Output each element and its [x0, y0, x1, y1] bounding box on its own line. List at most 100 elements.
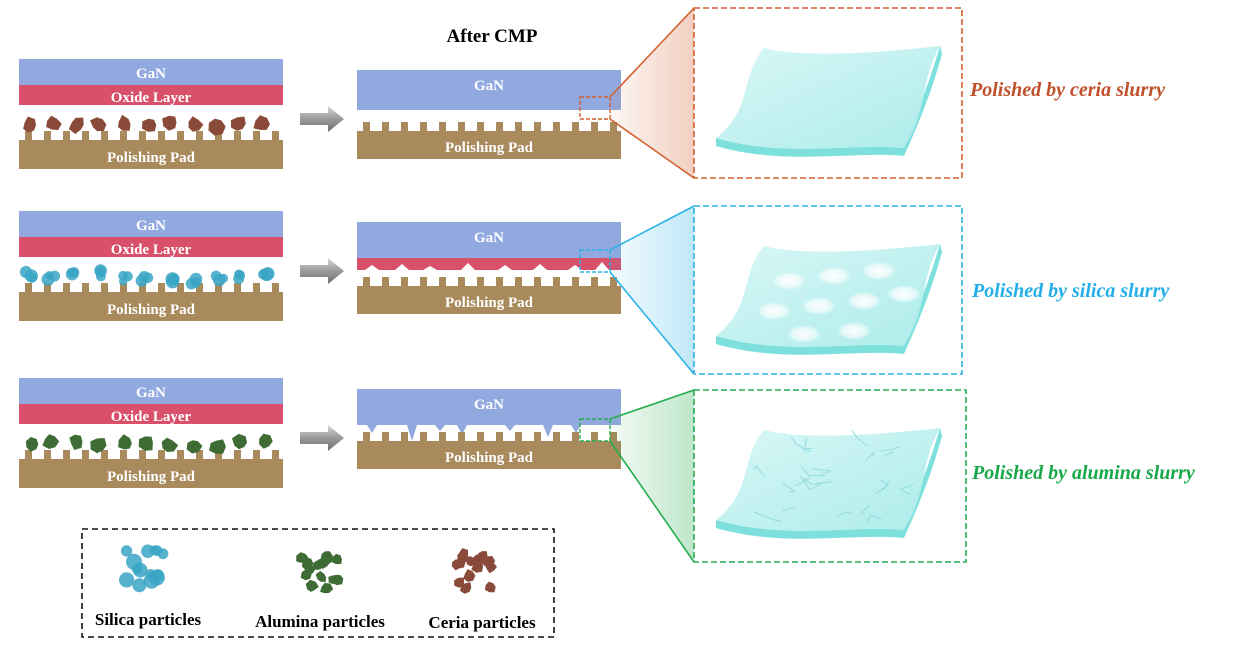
- surface-sheet-ceria: [716, 46, 942, 157]
- pad-tooth: [120, 283, 127, 292]
- pad-tooth: [477, 122, 484, 131]
- gan-spikes: [367, 425, 581, 441]
- zoom-line-bottom-alumina: [609, 440, 695, 563]
- pad-tooth: [234, 131, 241, 140]
- alumina-particle: [232, 433, 248, 450]
- silica-particle: [151, 545, 163, 556]
- polishing-pad: [357, 441, 621, 469]
- pad-tooth: [177, 450, 184, 459]
- pad-tooth: [420, 432, 427, 441]
- surface-pits: [757, 262, 921, 343]
- oxide-notch: [595, 262, 609, 270]
- pad-tooth: [101, 131, 108, 140]
- pad-tooth: [534, 122, 541, 131]
- gan-layer: [19, 378, 283, 404]
- pad-label: Polishing Pad: [445, 450, 534, 466]
- pad-tooth: [158, 283, 165, 292]
- surface-scratch: [867, 514, 883, 523]
- process-arrows: [300, 106, 344, 451]
- gan-layer: [19, 59, 283, 85]
- pad-tooth: [234, 450, 241, 459]
- pad-tooth: [401, 277, 408, 286]
- alumina-particle: [90, 438, 107, 454]
- pad-tooth: [63, 450, 70, 459]
- silica-particle: [49, 270, 61, 282]
- before-stacks: GaN Oxide Layer Polishing Pad GaN Oxide Laye…: [19, 59, 283, 488]
- pad-tooth: [591, 277, 598, 286]
- legend-particles: [119, 544, 497, 594]
- arrow-alumina: [300, 425, 344, 451]
- pad-tooth: [82, 450, 89, 459]
- pad-tooth: [82, 283, 89, 292]
- surface-pit: [837, 322, 871, 340]
- pad-tooth: [572, 277, 579, 286]
- result-label-silica: Polished by silica slurry: [971, 280, 1169, 302]
- alumina-particle: [138, 436, 153, 451]
- pad-tooth: [82, 131, 89, 140]
- pad-tooth: [458, 277, 465, 286]
- pad-tooth: [420, 277, 427, 286]
- surface-pit: [847, 292, 881, 310]
- ceria-particle: [208, 118, 226, 136]
- surface-scratch: [804, 437, 808, 448]
- pad-tooth: [382, 432, 389, 441]
- pad-tooth: [177, 131, 184, 140]
- pad-tooth: [196, 283, 203, 292]
- pad-tooth: [553, 122, 560, 131]
- silica-particle: [234, 269, 244, 279]
- pad-tooth: [496, 277, 503, 286]
- slurry-particles-ceria: [23, 114, 270, 136]
- alumina-particle: [42, 434, 60, 449]
- surface-scratch: [860, 505, 871, 515]
- ceria-particle: [118, 114, 131, 131]
- pad-label: Polishing Pad: [107, 302, 196, 318]
- surface-scratches: [753, 429, 915, 523]
- pad-tooth: [139, 131, 146, 140]
- ceria-particle: [458, 548, 469, 561]
- alumina-particle: [209, 439, 226, 454]
- before-stack-alumina: GaN Oxide Layer Polishing Pad: [19, 378, 283, 488]
- sheet-surface: [716, 46, 940, 149]
- pad-tooth: [534, 277, 541, 286]
- surface-pit: [757, 302, 791, 320]
- pad-tooth: [610, 277, 617, 286]
- pad-tooth: [177, 283, 184, 292]
- legend-label-ceria: Ceria particles: [428, 613, 536, 632]
- pad-tooth: [272, 283, 279, 292]
- surface-pit: [787, 325, 821, 343]
- ceria-particle: [142, 118, 157, 132]
- sheet-edge: [716, 138, 904, 157]
- surface-scratch: [753, 464, 766, 478]
- oxide-notch: [533, 264, 547, 270]
- pad-tooth: [215, 131, 222, 140]
- ceria-particle: [455, 557, 466, 569]
- pad-tooth: [439, 432, 446, 441]
- polishing-pad: [357, 286, 621, 314]
- pad-tooth: [139, 450, 146, 459]
- silica-particle: [141, 544, 155, 558]
- surface-scratch: [782, 482, 797, 493]
- surface-scratch: [874, 478, 889, 494]
- surface-sheet-alumina: [716, 428, 942, 539]
- alumina-particle: [331, 574, 344, 586]
- pad-tooth: [515, 122, 522, 131]
- surface-scratch: [802, 479, 822, 491]
- oxide-notch: [461, 263, 475, 270]
- ceria-particle: [485, 561, 497, 574]
- alumina-particle: [296, 552, 309, 563]
- surface-scratch: [794, 477, 810, 486]
- silica-particle: [120, 545, 133, 557]
- oxide-layer: [19, 85, 283, 105]
- zoom-source-alumina: [579, 418, 611, 442]
- ceria-particle: [46, 115, 62, 131]
- silica-particle: [219, 273, 229, 283]
- sheet-edge: [716, 336, 904, 355]
- silica-particle: [135, 274, 148, 287]
- zoom-line-bottom-ceria: [609, 118, 695, 179]
- pad-tooth: [120, 450, 127, 459]
- pad-tooth: [63, 131, 70, 140]
- silica-particle: [189, 272, 203, 286]
- pad-tooth: [363, 432, 370, 441]
- surface-pit: [817, 267, 851, 285]
